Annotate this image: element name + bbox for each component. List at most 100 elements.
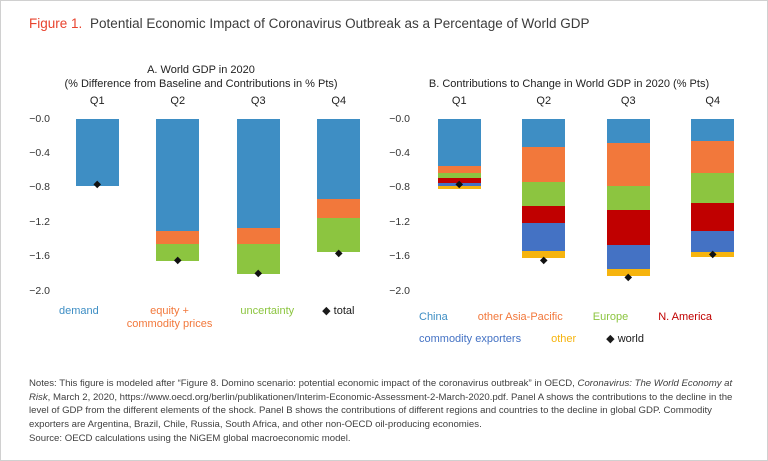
legend-item-equity-commodity-prices: equity + commodity prices	[126, 305, 213, 330]
y-tick-label: −0.4	[389, 146, 410, 159]
bar-segments	[437, 119, 481, 189]
segment-commodity-exporters	[606, 244, 650, 269]
panel-b: B. Contributions to Change in World GDP …	[383, 53, 755, 355]
segment-n-america	[691, 203, 735, 231]
bar-stack-q4: ◆	[691, 119, 735, 291]
segment-n-america	[522, 205, 566, 224]
y-tick-label: −1.2	[29, 215, 50, 228]
total-marker: ◆	[334, 248, 343, 260]
segment-europe	[691, 173, 735, 204]
bar-column-q4: Q4 ◆	[689, 95, 737, 291]
panel-a: A. World GDP in 2020 (% Difference from …	[23, 53, 379, 355]
bar-column-q4: Q4 ◆	[315, 95, 363, 291]
charts-row: A. World GDP in 2020 (% Difference from …	[1, 53, 767, 355]
panel-b-title: B. Contributions to Change in World GDP …	[383, 53, 755, 91]
bar-segments	[317, 119, 361, 253]
segment-equity-commodity-prices	[156, 230, 200, 244]
bar-column-q3: Q3 ◆	[604, 95, 652, 291]
figure-title: Figure 1. Potential Economic Impact of C…	[1, 1, 767, 33]
panel-a-y-axis: −0.0 −0.4 −0.8 −1.2 −1.6 −2.0	[23, 95, 57, 297]
segment-other-asia-pacific	[606, 143, 650, 187]
segment-commodity-exporters	[522, 223, 566, 252]
legend-item-demand: demand	[59, 305, 99, 317]
x-axis-label-q1: Q1	[89, 95, 105, 107]
panel-a-title-line2: (% Difference from Baseline and Contribu…	[64, 78, 338, 90]
bar-stack-q1: ◆	[75, 119, 119, 291]
segment-europe	[437, 173, 481, 179]
y-tick-label: −2.0	[29, 284, 50, 297]
legend-item-total: ◆ total	[322, 305, 355, 317]
panel-a-chart: −0.0 −0.4 −0.8 −1.2 −1.6 −2.0 Q1 ◆ Q2 ◆ Q3 ◆ Q4 ◆	[23, 95, 379, 297]
segment-china	[522, 119, 566, 148]
segment-demand	[236, 119, 280, 229]
y-tick-label: −2.0	[389, 284, 410, 297]
panel-b-chart: −0.0 −0.4 −0.8 −1.2 −1.6 −2.0 Q1 ◆ Q2 ◆ Q3 ◆ Q4 ◆	[383, 95, 755, 297]
legend-item-world: ◆ world	[606, 333, 644, 345]
segment-other	[437, 186, 481, 189]
x-axis-label-q1: Q1	[451, 95, 467, 107]
world-marker: ◆	[708, 248, 717, 260]
legend-item-china: China	[419, 311, 448, 323]
segment-other	[606, 268, 650, 277]
bar-stack-q2: ◆	[522, 119, 566, 291]
world-marker: ◆	[539, 254, 548, 266]
bar-segments	[75, 119, 119, 187]
segment-commodity-exporters	[437, 182, 481, 187]
y-tick-label: −0.0	[29, 112, 50, 125]
total-marker: ◆	[173, 254, 182, 266]
legend-row: commodity exporters other ◆ world	[419, 333, 755, 346]
segment-other	[691, 252, 735, 257]
bar-stack-q1: ◆	[437, 119, 481, 291]
y-tick-label: −1.6	[389, 250, 410, 263]
bar-column-q2: Q2 ◆	[520, 95, 568, 291]
bar-column-q1: Q1 ◆	[435, 95, 483, 291]
y-tick-label: −0.0	[389, 112, 410, 125]
bar-segments	[606, 119, 650, 277]
x-axis-label-q4: Q4	[331, 95, 347, 107]
bar-segments	[236, 119, 280, 274]
x-axis-label-q3: Q3	[250, 95, 266, 107]
segment-china	[691, 119, 735, 141]
x-axis-label-q3: Q3	[620, 95, 636, 107]
panel-a-title-line1: A. World GDP in 2020	[147, 64, 255, 76]
segment-demand	[156, 119, 200, 231]
segment-commodity-exporters	[691, 230, 735, 253]
panel-a-title: A. World GDP in 2020 (% Difference from …	[23, 53, 379, 91]
bar-stack-q3: ◆	[606, 119, 650, 291]
world-marker: ◆	[455, 179, 464, 191]
bar-stack-q3: ◆	[236, 119, 280, 291]
segment-equity-commodity-prices	[236, 228, 280, 244]
source-line: Source: OECD calculations using the NiGE…	[29, 433, 351, 445]
figure-label: Figure 1.	[29, 16, 83, 31]
notes: Notes: This figure is modeled after “Fig…	[29, 377, 739, 446]
panel-a-plot: Q1 ◆ Q2 ◆ Q3 ◆ Q4 ◆	[57, 95, 379, 291]
bar-column-q2: Q2 ◆	[154, 95, 202, 291]
panel-b-y-axis: −0.0 −0.4 −0.8 −1.2 −1.6 −2.0	[383, 95, 417, 297]
bar-segments	[156, 119, 200, 261]
panel-b-title-line1: B. Contributions to Change in World GDP …	[428, 78, 710, 90]
notes-paragraph: Notes: This figure is modeled after “Fig…	[29, 377, 739, 431]
segment-china	[437, 119, 481, 167]
segment-other-asia-pacific	[691, 140, 735, 174]
legend-item-other-asia-pacific: other Asia-Pacific	[477, 311, 563, 323]
segment-uncertainty	[236, 243, 280, 274]
legend-row: China other Asia-Pacific Europe N. America	[419, 311, 755, 324]
notes-text: , March 2, 2020, https://www.oecd.org/be…	[29, 391, 733, 430]
segment-n-america	[606, 210, 650, 245]
segment-other-asia-pacific	[437, 166, 481, 174]
bar-stack-q2: ◆	[156, 119, 200, 291]
panel-a-legend: demand equity + commodity prices uncertain…	[59, 305, 379, 331]
world-marker: ◆	[624, 272, 633, 284]
segment-demand	[317, 119, 361, 199]
segment-uncertainty	[317, 217, 361, 253]
y-tick-label: −0.8	[29, 181, 50, 194]
panel-b-legend: China other Asia-Pacific Europe N. America c…	[419, 311, 755, 346]
legend-item-europe: Europe	[592, 311, 629, 323]
y-tick-label: −0.4	[29, 146, 50, 159]
legend-item-commodity-exporters: commodity exporters	[419, 333, 522, 345]
segment-demand	[75, 119, 119, 187]
total-marker: ◆	[254, 267, 263, 279]
segment-n-america	[437, 178, 481, 183]
segment-china	[606, 119, 650, 144]
